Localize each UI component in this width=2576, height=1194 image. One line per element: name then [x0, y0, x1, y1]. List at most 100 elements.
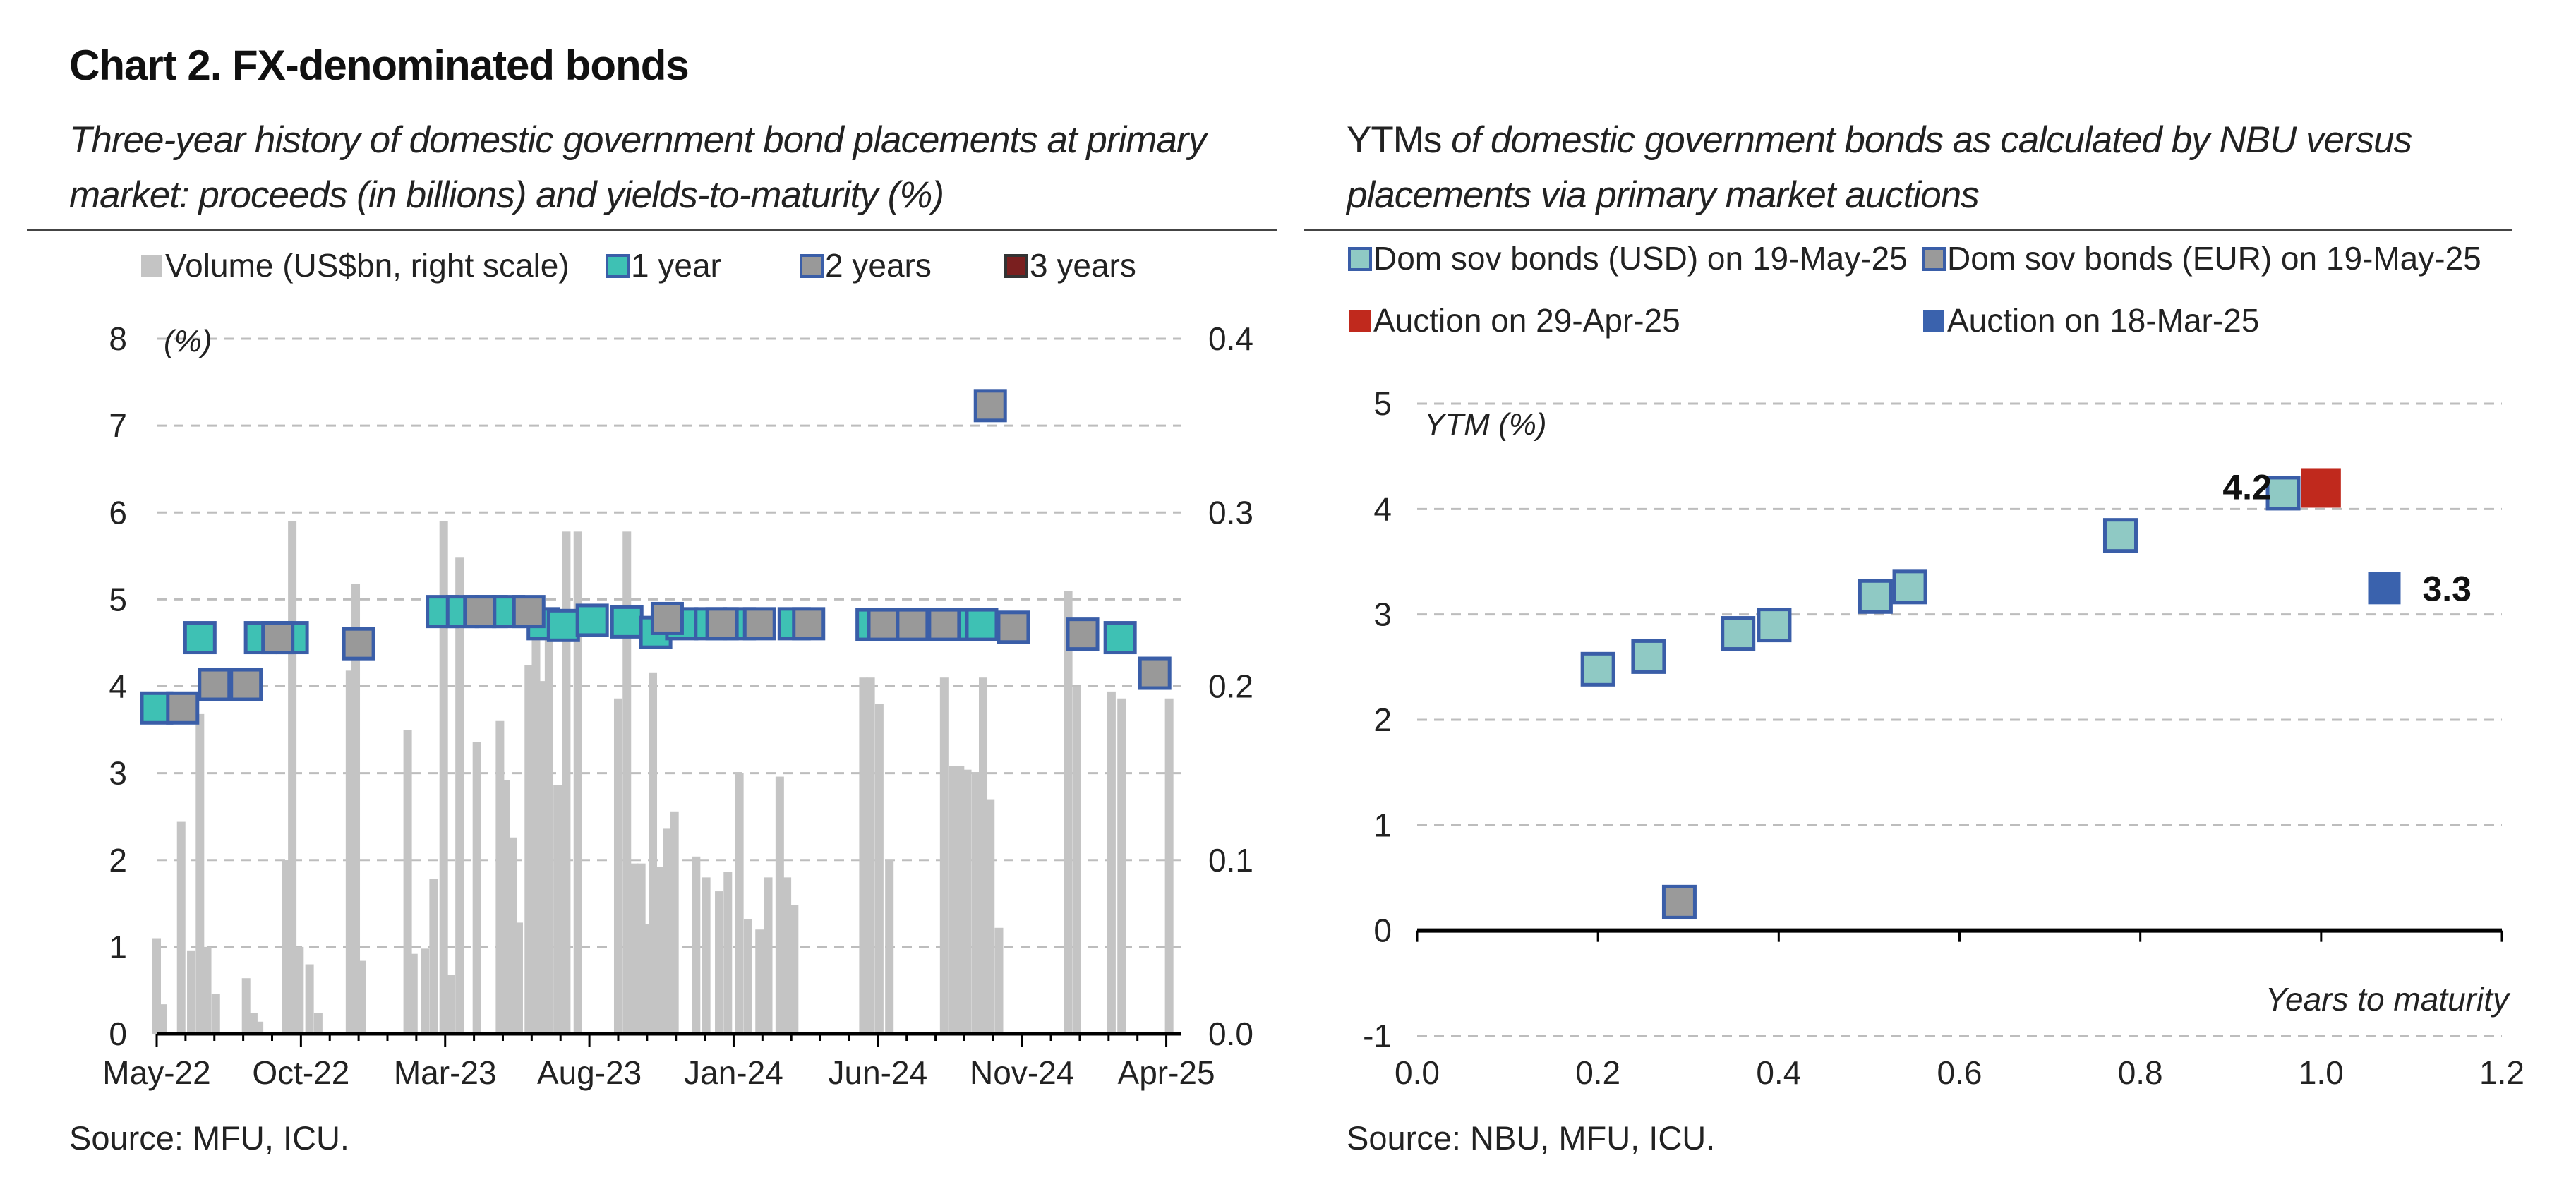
- right-y-tick-label: 5: [1373, 385, 1392, 422]
- left-source-note: Source: MFU, ICU.: [69, 1119, 349, 1157]
- volume-bar: [455, 557, 464, 1034]
- yield-marker-2y: [973, 389, 1007, 423]
- volume-bar: [409, 953, 418, 1034]
- yield-marker-2y: [463, 595, 497, 629]
- volume-bar: [775, 776, 784, 1034]
- right-x-tick-label: 0.6: [1937, 1054, 1982, 1091]
- right-y-axis-label: YTM (%): [1424, 407, 1547, 442]
- left-y-tick-label: 0: [109, 1015, 127, 1052]
- volume-bar: [656, 867, 665, 1034]
- data-label-4-2: 4.2: [2222, 467, 2272, 507]
- right-y-tick-label: 3: [1373, 596, 1392, 633]
- right-x-tick-label: 0.2: [1575, 1054, 1620, 1091]
- right-x-tick-label: 1.0: [2299, 1054, 2344, 1091]
- volume-bar: [439, 521, 448, 1034]
- yield-marker-2y: [705, 607, 739, 641]
- volume-bar: [702, 877, 711, 1034]
- legend-auction-apr-label: Auction on 29-Apr-25: [1373, 302, 1680, 339]
- volume-bar: [446, 975, 455, 1034]
- volume-bar: [203, 946, 212, 1034]
- right-source-note: Source: NBU, MFU, ICU.: [1347, 1119, 1716, 1157]
- volume-bar: [255, 1021, 264, 1034]
- yield-marker-2y: [1066, 617, 1100, 651]
- volume-bar: [971, 773, 980, 1034]
- yield-marker-1y: [183, 621, 217, 655]
- volume-bar: [553, 785, 562, 1034]
- volume-bar: [514, 922, 523, 1034]
- volume-bar: [622, 531, 632, 1034]
- left-y-tick-label: 7: [109, 407, 127, 444]
- yield-marker-1y: [575, 603, 609, 637]
- volume-bar: [715, 891, 724, 1034]
- volume-bar: [755, 929, 764, 1034]
- left-x-tick-label: Oct-22: [252, 1054, 349, 1091]
- yield-marker-2y: [792, 607, 826, 641]
- volume-bar: [885, 860, 894, 1034]
- volume-bar: [429, 879, 438, 1034]
- right-subtitle-rest: of domestic government bonds as calculat…: [1347, 119, 2412, 216]
- volume-bar: [743, 919, 752, 1034]
- left-y-tick-label: 5: [109, 581, 127, 617]
- right-scale-tick-label: 0.1: [1208, 842, 1253, 879]
- volume-bar: [288, 521, 297, 1034]
- volume-bar: [573, 531, 582, 1034]
- right-y-tick-label: 2: [1373, 701, 1392, 738]
- ytm-point-usd: [2265, 476, 2301, 511]
- volume-bar: [305, 964, 314, 1034]
- auction-point-mar: [2368, 572, 2401, 605]
- volume-bar: [949, 766, 958, 1034]
- legend-auction-apr-swatch: [1349, 310, 1371, 332]
- legend-1-year-swatch: [606, 254, 630, 278]
- right-x-tick-label: 1.2: [2479, 1054, 2524, 1091]
- volume-bar: [211, 994, 220, 1034]
- volume-bar: [195, 713, 205, 1034]
- yield-marker-1y: [1103, 621, 1137, 655]
- left-header-rule: [27, 229, 1277, 231]
- volume-bar: [531, 632, 541, 1034]
- legend-volume-label: Volume (US$bn, right scale): [165, 247, 570, 284]
- volume-bar: [1107, 691, 1116, 1034]
- volume-bar: [649, 672, 658, 1034]
- right-y-tick-label: 0: [1373, 912, 1392, 949]
- left-y-tick-label: 4: [109, 668, 127, 705]
- volume-bar: [1164, 698, 1174, 1034]
- volume-bar: [670, 811, 679, 1034]
- volume-bar: [764, 877, 773, 1034]
- left-y-tick-label: 3: [109, 755, 127, 792]
- yield-marker-2y: [742, 607, 776, 641]
- left-x-tick-label: Apr-25: [1118, 1054, 1215, 1091]
- left-x-tick-label: Jan-24: [684, 1054, 783, 1091]
- volume-bar: [630, 863, 639, 1034]
- ytm-point-usd: [1892, 569, 1927, 605]
- right-scale-tick-label: 0.0: [1208, 1015, 1253, 1052]
- volume-bar: [663, 828, 672, 1034]
- right-y-tick-label: -1: [1363, 1018, 1392, 1054]
- legend-usd-bonds-swatch: [1348, 247, 1372, 271]
- left-y-tick-label: 2: [109, 842, 127, 879]
- right-subtitle-lead: YTMs: [1347, 119, 1442, 161]
- volume-bar: [421, 948, 430, 1034]
- legend-2-years-swatch: [800, 254, 824, 278]
- yield-marker-1y: [965, 608, 999, 641]
- volume-bar: [692, 856, 701, 1034]
- volume-bar: [723, 872, 733, 1034]
- data-label-3-3: 3.3: [2422, 569, 2472, 608]
- volume-bar: [790, 905, 799, 1034]
- chart-title: Chart 2. FX-denominated bonds: [69, 42, 690, 89]
- yield-marker-2y: [896, 608, 929, 641]
- legend-3-years-label: 3 years: [1030, 247, 1136, 284]
- volume-bar: [562, 531, 571, 1034]
- left-x-tick-label: Jun-24: [829, 1054, 928, 1091]
- yield-marker-1y: [546, 608, 580, 642]
- right-x-tick-label: 0.8: [2118, 1054, 2163, 1091]
- volume-bar: [1064, 591, 1073, 1034]
- volume-bar: [241, 978, 251, 1034]
- legend-eur-bonds-swatch: [1922, 247, 1946, 271]
- left-chart-subtitle: Three-year history of domestic governmen…: [69, 119, 1207, 216]
- yield-marker-2y: [166, 691, 200, 725]
- left-y-tick-label: 8: [109, 320, 127, 357]
- volume-bar: [939, 677, 949, 1034]
- legend-eur-bonds-label: Dom sov bonds (EUR) on 19-May-25: [1947, 240, 2481, 277]
- volume-bar: [295, 946, 304, 1034]
- yield-marker-2y: [650, 601, 684, 635]
